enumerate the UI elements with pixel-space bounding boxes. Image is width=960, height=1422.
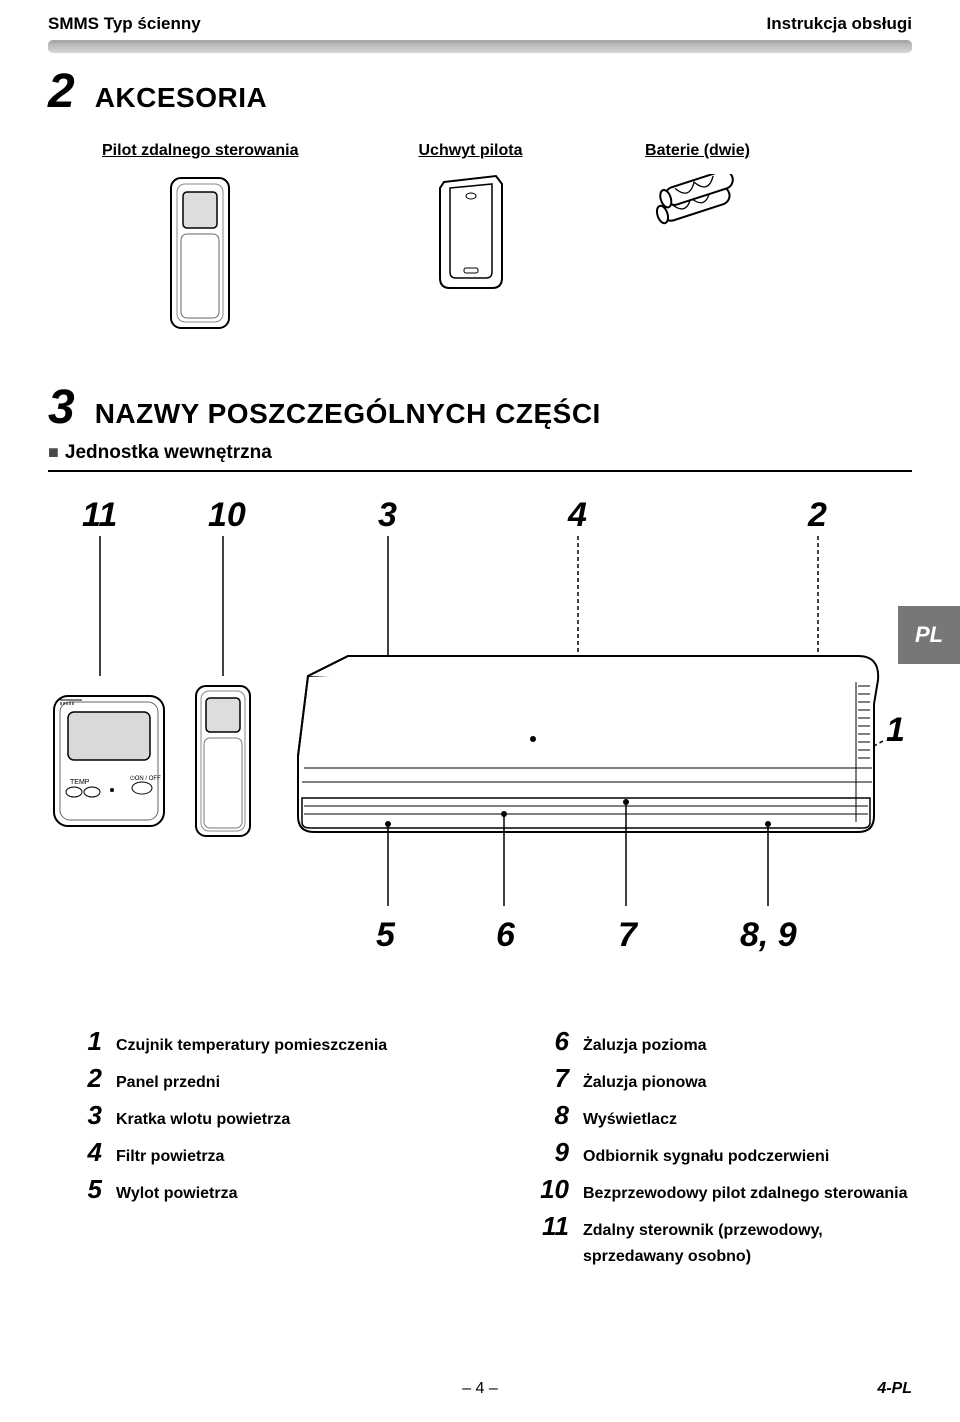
list-num: 4 [68, 1137, 102, 1168]
section3-subtitle: Jednostka wewnętrzna [65, 442, 272, 463]
page-content: 2 AKCESORIA Pilot zdalnego sterowania Uc… [0, 68, 960, 1266]
svg-text:TEMP: TEMP [70, 779, 90, 786]
parts-list-right: 6 Żaluzja pozioma 7 Żaluzja pionowa 8 Wyświ… [535, 1026, 912, 1266]
section3: 3 NAZWY POSZCZEGÓLNYCH CZĘŚCI ■ Jednostka… [48, 384, 912, 1266]
section2-title-row: 2 AKCESORIA [48, 68, 912, 116]
diagram-area: 11 10 3 4 2 PL [48, 496, 912, 996]
list-row: 10 Bezprzewodowy pilot zdalnego sterowani… [535, 1174, 912, 1205]
batteries-icon [643, 174, 753, 234]
list-row: 8 Wyświetlacz [535, 1100, 912, 1131]
page-footer: – 4 – 4-PL [0, 1380, 960, 1398]
list-row: 11 Zdalny sterownik (przewodowy, [535, 1211, 912, 1242]
list-num: 11 [535, 1211, 569, 1242]
list-row: 5 Wylot powietrza [68, 1174, 445, 1205]
parts-lists: 1 Czujnik temperatury pomieszczenia 2 Pane… [48, 1026, 912, 1266]
holder-icon [430, 174, 510, 294]
accessory-remote: Pilot zdalnego sterowania [102, 142, 298, 334]
remote-icon [165, 174, 235, 334]
list-text-continuation: sprzedawany osobno) [535, 1248, 912, 1266]
section2-number: 2 [48, 68, 75, 116]
list-num: 6 [535, 1026, 569, 1057]
list-num: 5 [68, 1174, 102, 1205]
section3-number: 3 [48, 384, 75, 432]
list-row: 2 Panel przedni [68, 1063, 445, 1094]
list-num: 3 [68, 1100, 102, 1131]
list-text: Zdalny sterownik (przewodowy, [583, 1222, 823, 1240]
list-text: Wyświetlacz [583, 1111, 677, 1129]
section2-title: AKCESORIA [95, 82, 268, 114]
accessory-holder-label: Uchwyt pilota [418, 142, 522, 160]
list-text: Panel przedni [116, 1074, 220, 1092]
callout-89: 8, 9 [740, 916, 797, 955]
list-row: 6 Żaluzja pozioma [535, 1026, 912, 1057]
list-text: Czujnik temperatury pomieszczenia [116, 1037, 387, 1055]
header-right: Instrukcja obsługi [767, 14, 912, 34]
list-text: Żaluzja pionowa [583, 1074, 707, 1092]
accessory-batteries-label: Baterie (dwie) [643, 142, 753, 160]
section3-subtitle-row: ■ Jednostka wewnętrzna [48, 442, 912, 464]
page-header: SMMS Typ ścienny Instrukcja obsługi [0, 0, 960, 40]
list-num: 8 [535, 1100, 569, 1131]
callout-7: 7 [618, 916, 637, 955]
callout-5: 5 [376, 916, 395, 955]
header-left: SMMS Typ ścienny [48, 14, 201, 34]
section3-title: NAZWY POSZCZEGÓLNYCH CZĘŚCI [95, 398, 601, 430]
list-row: 7 Żaluzja pionowa [535, 1063, 912, 1094]
list-text: Odbiornik sygnału podczerwieni [583, 1148, 829, 1166]
callout-1: 1 [886, 711, 905, 750]
list-text: Żaluzja pozioma [583, 1037, 707, 1055]
square-bullet-icon: ■ [48, 442, 59, 462]
list-text: Wylot powietrza [116, 1185, 238, 1203]
list-text: Filtr powietrza [116, 1148, 224, 1166]
section3-rule [48, 470, 912, 472]
list-text: Kratka wlotu powietrza [116, 1111, 290, 1129]
list-num: 10 [535, 1174, 569, 1205]
list-row: 9 Odbiornik sygnału podczerwieni [535, 1137, 912, 1168]
header-divider [48, 40, 912, 50]
list-num: 1 [68, 1026, 102, 1057]
callout-6: 6 [496, 916, 515, 955]
list-num: 9 [535, 1137, 569, 1168]
list-num: 7 [535, 1063, 569, 1094]
parts-list-left: 1 Czujnik temperatury pomieszczenia 2 Pane… [68, 1026, 445, 1266]
footer-center: – 4 – [462, 1380, 498, 1398]
accessories-row: Pilot zdalnego sterowania Uchwyt pilota … [48, 142, 912, 334]
footer-right: 4-PL [877, 1380, 912, 1398]
list-row: 3 Kratka wlotu powietrza [68, 1100, 445, 1131]
list-row: 1 Czujnik temperatury pomieszczenia [68, 1026, 445, 1057]
accessory-batteries: Baterie (dwie) [643, 142, 753, 334]
accessory-remote-label: Pilot zdalnego sterowania [102, 142, 298, 160]
svg-text:⏻ON / OFF: ⏻ON / OFF [130, 775, 161, 782]
section3-title-row: 3 NAZWY POSZCZEGÓLNYCH CZĘŚCI [48, 384, 912, 432]
list-text: Bezprzewodowy pilot zdalnego sterowania [583, 1185, 907, 1203]
accessory-holder: Uchwyt pilota [418, 142, 522, 334]
list-num: 2 [68, 1063, 102, 1094]
list-row: 4 Filtr powietrza [68, 1137, 445, 1168]
